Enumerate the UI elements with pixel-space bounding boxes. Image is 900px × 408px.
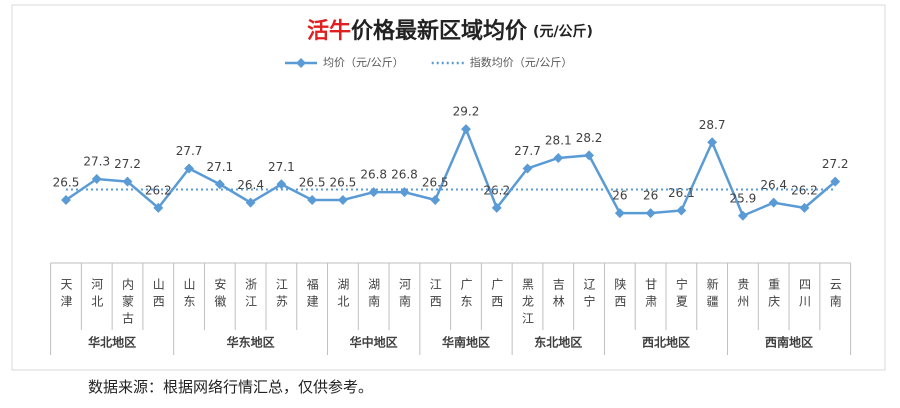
legend-label: 指数均价（元/公斤） <box>470 55 573 69</box>
value-label: 26.8 <box>391 168 418 182</box>
point <box>645 208 656 219</box>
group-label: 西南地区 <box>765 335 813 350</box>
x-tick-label: 陕西 <box>613 277 627 312</box>
group-label: 西北地区 <box>642 335 690 350</box>
x-tick-label: 江西 <box>428 278 442 312</box>
footer: 数据来源：根据网络行情汇总，仅供参考。 <box>88 378 373 396</box>
title-highlight: 活牛 <box>307 18 351 44</box>
value-label: 26.5 <box>53 176 80 190</box>
point <box>614 208 625 219</box>
point <box>91 174 102 184</box>
x-tick-label: 福建 <box>305 277 319 312</box>
value-label: 26.5 <box>422 176 449 190</box>
x-tick-label: 宁夏 <box>674 277 688 312</box>
x-tick-label: 山东 <box>182 278 196 312</box>
value-label: 27.1 <box>268 160 295 174</box>
point <box>768 197 779 208</box>
group-label: 华北地区 <box>88 335 136 350</box>
point <box>307 195 318 205</box>
x-tick-label: 广东 <box>459 278 473 312</box>
x-tick-label: 河南 <box>397 278 411 312</box>
value-label: 26.5 <box>330 176 357 190</box>
value-label: 25.9 <box>730 191 757 205</box>
x-tick-label: 湖北 <box>336 277 350 312</box>
point <box>830 176 841 187</box>
value-label: 27.1 <box>206 160 233 174</box>
point <box>337 195 348 205</box>
point <box>122 176 133 187</box>
point <box>522 163 533 174</box>
x-tick-label: 云南 <box>828 278 842 312</box>
x-tick-label: 重庆 <box>767 278 781 312</box>
x-tick-label: 新疆 <box>705 277 719 312</box>
value-label: 26.1 <box>668 186 695 200</box>
group-label: 东北地区 <box>534 335 582 350</box>
point <box>676 205 687 216</box>
value-label: 27.3 <box>83 155 110 169</box>
x-tick-label: 天津 <box>59 278 73 312</box>
value-label: 27.7 <box>514 144 541 158</box>
chart-frame <box>11 4 886 371</box>
x-tick-label: 山西 <box>151 278 165 312</box>
value-label: 26.4 <box>760 178 787 192</box>
value-label: 26.8 <box>360 168 387 182</box>
value-label: 26.5 <box>299 176 326 190</box>
group-label: 华东地区 <box>227 335 275 350</box>
x-tick-label: 贵州 <box>736 278 750 312</box>
point <box>184 163 195 174</box>
point <box>553 153 564 163</box>
x-tick-label: 湖南 <box>367 277 381 312</box>
point <box>799 202 810 213</box>
value-label: 28.7 <box>699 118 726 132</box>
point <box>737 210 748 221</box>
value-label: 29.2 <box>453 105 480 119</box>
value-label: 26 <box>612 189 627 203</box>
x-tick-label: 江苏 <box>274 278 288 312</box>
value-label: 27.2 <box>114 157 141 171</box>
x-tick-label: 广西 <box>490 278 504 312</box>
point <box>430 195 441 205</box>
x-tick-label: 内蒙古 <box>121 278 135 329</box>
x-tick-label: 浙江 <box>244 278 258 312</box>
title-unit: (元/公斤) <box>533 23 593 40</box>
series-line <box>65 125 837 218</box>
title-main: 价格最新区域均价 <box>351 18 528 44</box>
x-tick-label: 四川 <box>797 278 811 312</box>
value-label: 28.1 <box>545 134 572 148</box>
point <box>491 202 502 213</box>
point <box>707 137 718 148</box>
point <box>276 179 287 190</box>
point <box>214 179 225 190</box>
value-label: 26 <box>643 189 658 203</box>
legend-label: 均价（元/公斤） <box>323 56 404 69</box>
value-label: 26.2 <box>791 183 818 197</box>
x-tick-label: 吉林 <box>551 278 565 312</box>
value-label: 26.2 <box>145 183 172 197</box>
value-label: 27.7 <box>176 144 203 158</box>
x-tick-label: 辽宁 <box>582 278 596 312</box>
x-tick-label: 安徽 <box>213 277 227 312</box>
legend-marker <box>296 58 306 68</box>
group-label: 华中地区 <box>350 335 398 350</box>
chart-title: 活牛价格最新区域均价 (元/公斤) <box>307 18 593 44</box>
value-label: 28.2 <box>576 131 603 145</box>
x-tick-label: 黑龙江 <box>521 278 535 329</box>
x-tick-label: 河北 <box>90 278 104 312</box>
group-label: 华南地区 <box>442 335 490 350</box>
value-label: 27.2 <box>822 157 849 171</box>
point <box>245 197 256 208</box>
point <box>461 124 471 135</box>
point <box>153 202 164 213</box>
point <box>584 150 595 161</box>
x-tick-label: 甘肃 <box>644 278 658 312</box>
